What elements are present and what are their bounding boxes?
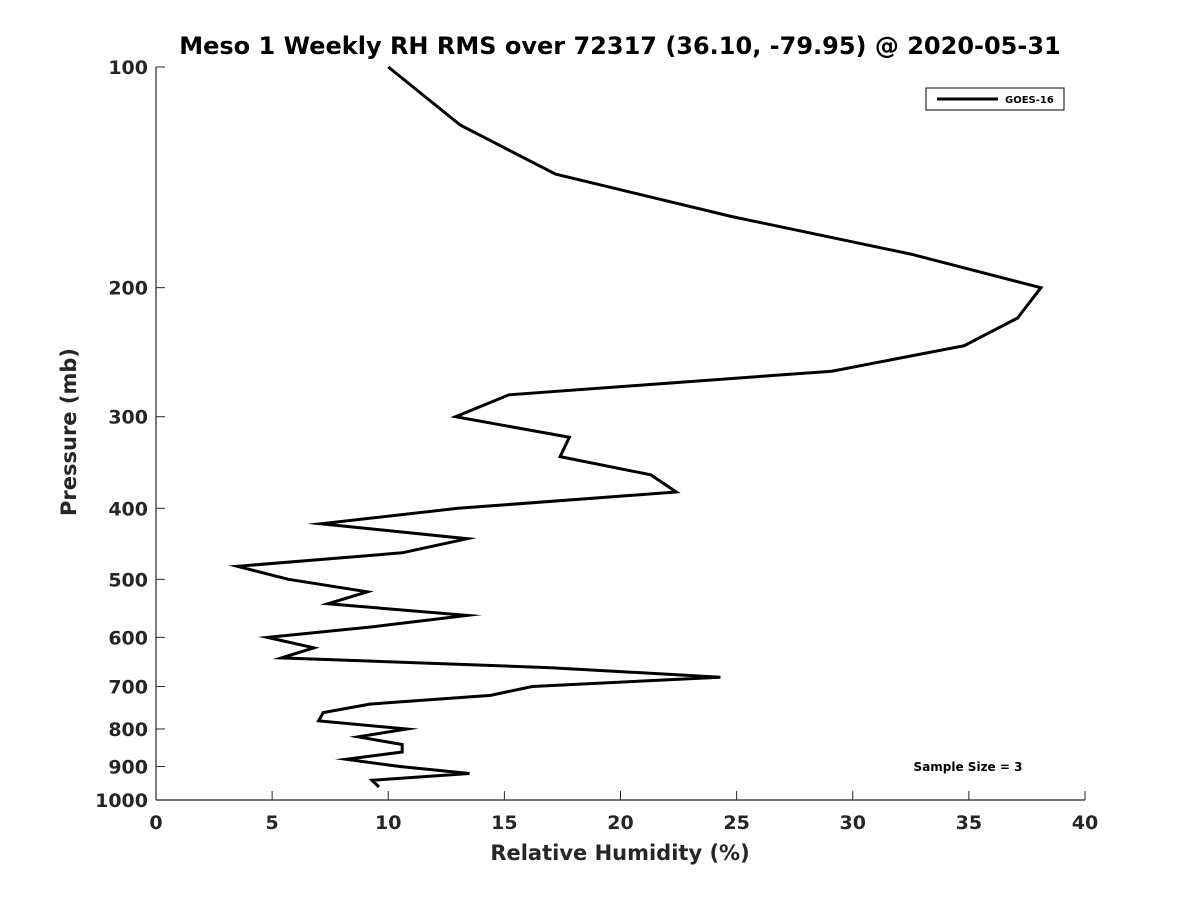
chart-title: Meso 1 Weekly RH RMS over 72317 (36.10, … <box>179 32 1061 60</box>
legend-label: GOES-16 <box>1005 95 1054 106</box>
y-tick-label: 800 <box>108 719 148 741</box>
legend: GOES-16 <box>925 87 1065 111</box>
y-tick-label: 900 <box>108 756 148 778</box>
x-tick-label: 5 <box>266 812 279 834</box>
y-axis-label: Pressure (mb) <box>57 348 81 516</box>
y-tick-label: 1000 <box>95 790 148 812</box>
y-tick-label: 600 <box>108 627 148 649</box>
y-tick-label: 400 <box>108 498 148 520</box>
y-tick-label: 700 <box>108 676 148 698</box>
y-tick-label: 300 <box>108 407 148 429</box>
axes: 0 5 10 15 20 25 30 35 40 100 200 300 400 500 600 700 800… <box>95 57 1098 834</box>
y-tick-label: 500 <box>108 569 148 591</box>
x-tick-label: 15 <box>491 812 517 834</box>
sample-size-annotation: Sample Size = 3 <box>914 760 1023 774</box>
x-axis-label: Relative Humidity (%) <box>490 841 749 865</box>
x-tick-label: 20 <box>607 812 633 834</box>
series-layer <box>228 65 1044 789</box>
series-line-goes-16 <box>228 65 1044 789</box>
x-tick-label: 35 <box>956 812 982 834</box>
y-tick-label: 200 <box>108 278 148 300</box>
x-tick-label: 0 <box>149 812 162 834</box>
x-tick-label: 30 <box>840 812 866 834</box>
y-tick-label: 100 <box>108 57 148 79</box>
x-tick-label: 10 <box>375 812 401 834</box>
x-tick-label: 25 <box>723 812 749 834</box>
x-tick-label: 40 <box>1072 812 1098 834</box>
